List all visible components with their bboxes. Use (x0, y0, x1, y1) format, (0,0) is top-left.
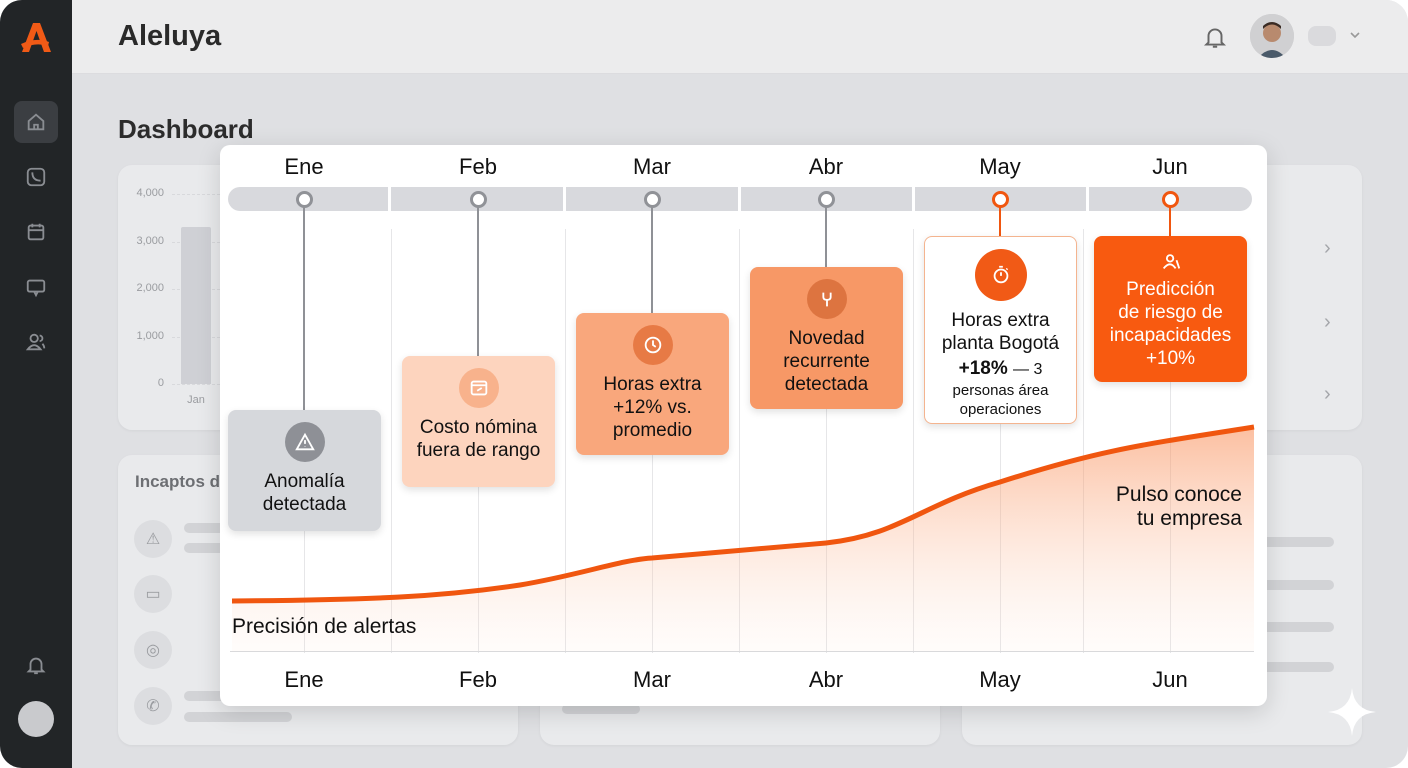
incidents-title: Incaptos d (135, 472, 221, 491)
event-card-ene[interactable]: Anomalía detectada (228, 410, 381, 531)
chevron-right-icon[interactable]: › (1324, 237, 1331, 259)
user-name-placeholder[interactable] (1308, 26, 1336, 46)
page-title: Dashboard (118, 114, 254, 144)
chat-icon (26, 279, 46, 298)
stopwatch-icon (974, 249, 1027, 301)
aleluya-logo[interactable] (18, 20, 54, 54)
y-tick-label: 3,000 (136, 234, 164, 247)
home-icon (27, 113, 45, 131)
month-label-bottom: Feb (459, 667, 497, 692)
sidebar-notifications[interactable] (14, 644, 58, 686)
sparkle-icon (1328, 688, 1376, 736)
sidebar (0, 0, 72, 768)
phone-icon (26, 167, 46, 187)
timeline-marker[interactable] (470, 191, 487, 208)
event-card-jun[interactable]: Predicción de riesgo de incapacidades +10% (1094, 236, 1247, 382)
month-label-top: May (979, 154, 1021, 179)
sidebar-item-calls[interactable] (14, 156, 58, 198)
camera-icon: ◎ (134, 631, 172, 669)
month-label-top: Abr (808, 154, 844, 179)
user-avatar[interactable] (1250, 14, 1294, 58)
accuracy-line (231, 424, 1255, 604)
calendar-icon (27, 223, 45, 241)
warning-icon (284, 422, 325, 462)
y-tick-label: 1,000 (136, 329, 164, 342)
month-label-bottom: Jun (1152, 667, 1188, 692)
y-tick-label: 0 (157, 377, 164, 389)
warning-icon: ⚠ (134, 520, 172, 558)
event-card-abr[interactable]: Novedad recurrente detectada (750, 267, 903, 409)
end-label: Pulso conoce tu empresa (1115, 483, 1242, 530)
top-header: Aleluya (72, 0, 1408, 74)
chevron-right-icon[interactable]: › (1324, 311, 1331, 333)
app-title: Aleluya (118, 20, 222, 52)
wallet-icon (458, 368, 499, 408)
y-tick-label: 4,000 (136, 187, 164, 199)
phone-icon: ✆ (134, 687, 172, 725)
user-icon (1151, 248, 1191, 276)
users-icon (25, 333, 46, 351)
sidebar-item-users[interactable] (14, 321, 58, 363)
month-label-bottom: May (979, 667, 1021, 692)
timeline-track (228, 187, 1252, 211)
month-label-bottom: Abr (808, 667, 844, 692)
month-label-top: Jun (1152, 154, 1188, 179)
bell-icon (26, 657, 46, 675)
curve-label: Precisión de alertas (232, 615, 417, 638)
branch-icon (806, 279, 847, 319)
x-tick-label: Jan (187, 394, 205, 406)
chevron-right-icon[interactable]: › (1324, 383, 1331, 405)
bar-0 (181, 227, 211, 384)
month-label-top: Feb (459, 154, 497, 179)
timeline-marker[interactable] (644, 191, 661, 208)
timeline-panel: Ene Feb Mar Abr May Jun Anomalía detectada Cos… (220, 145, 1267, 706)
month-label-top: Mar (633, 154, 671, 179)
bell-icon[interactable] (1202, 24, 1228, 50)
month-label-top: Ene (284, 154, 324, 179)
sidebar-item-home[interactable] (14, 101, 58, 143)
timeline-marker[interactable] (818, 191, 835, 208)
y-tick-label: 2,000 (136, 282, 164, 294)
chevron-down-icon[interactable] (1348, 28, 1362, 42)
event-card-may[interactable]: Horas extra planta Bogotá +18% — 3 personas… (924, 236, 1077, 424)
timeline-marker[interactable] (1162, 191, 1179, 208)
month-label-bottom: Ene (284, 667, 324, 692)
timeline-marker[interactable] (296, 191, 313, 208)
accuracy-curve (231, 424, 1255, 651)
event-card-mar[interactable]: Horas extra +12% vs. promedio (576, 313, 729, 455)
event-card-feb[interactable]: Costo nómina fuera de rango (402, 356, 555, 487)
month-label-bottom: Mar (633, 667, 671, 692)
sidebar-item-calendar[interactable] (14, 211, 58, 253)
clock-icon (632, 325, 673, 365)
card-icon: ▭ (134, 575, 172, 613)
sidebar-avatar[interactable] (18, 701, 54, 737)
timeline-marker[interactable] (992, 191, 1009, 208)
baseline (230, 651, 1254, 652)
sidebar-item-messages[interactable] (14, 266, 58, 308)
